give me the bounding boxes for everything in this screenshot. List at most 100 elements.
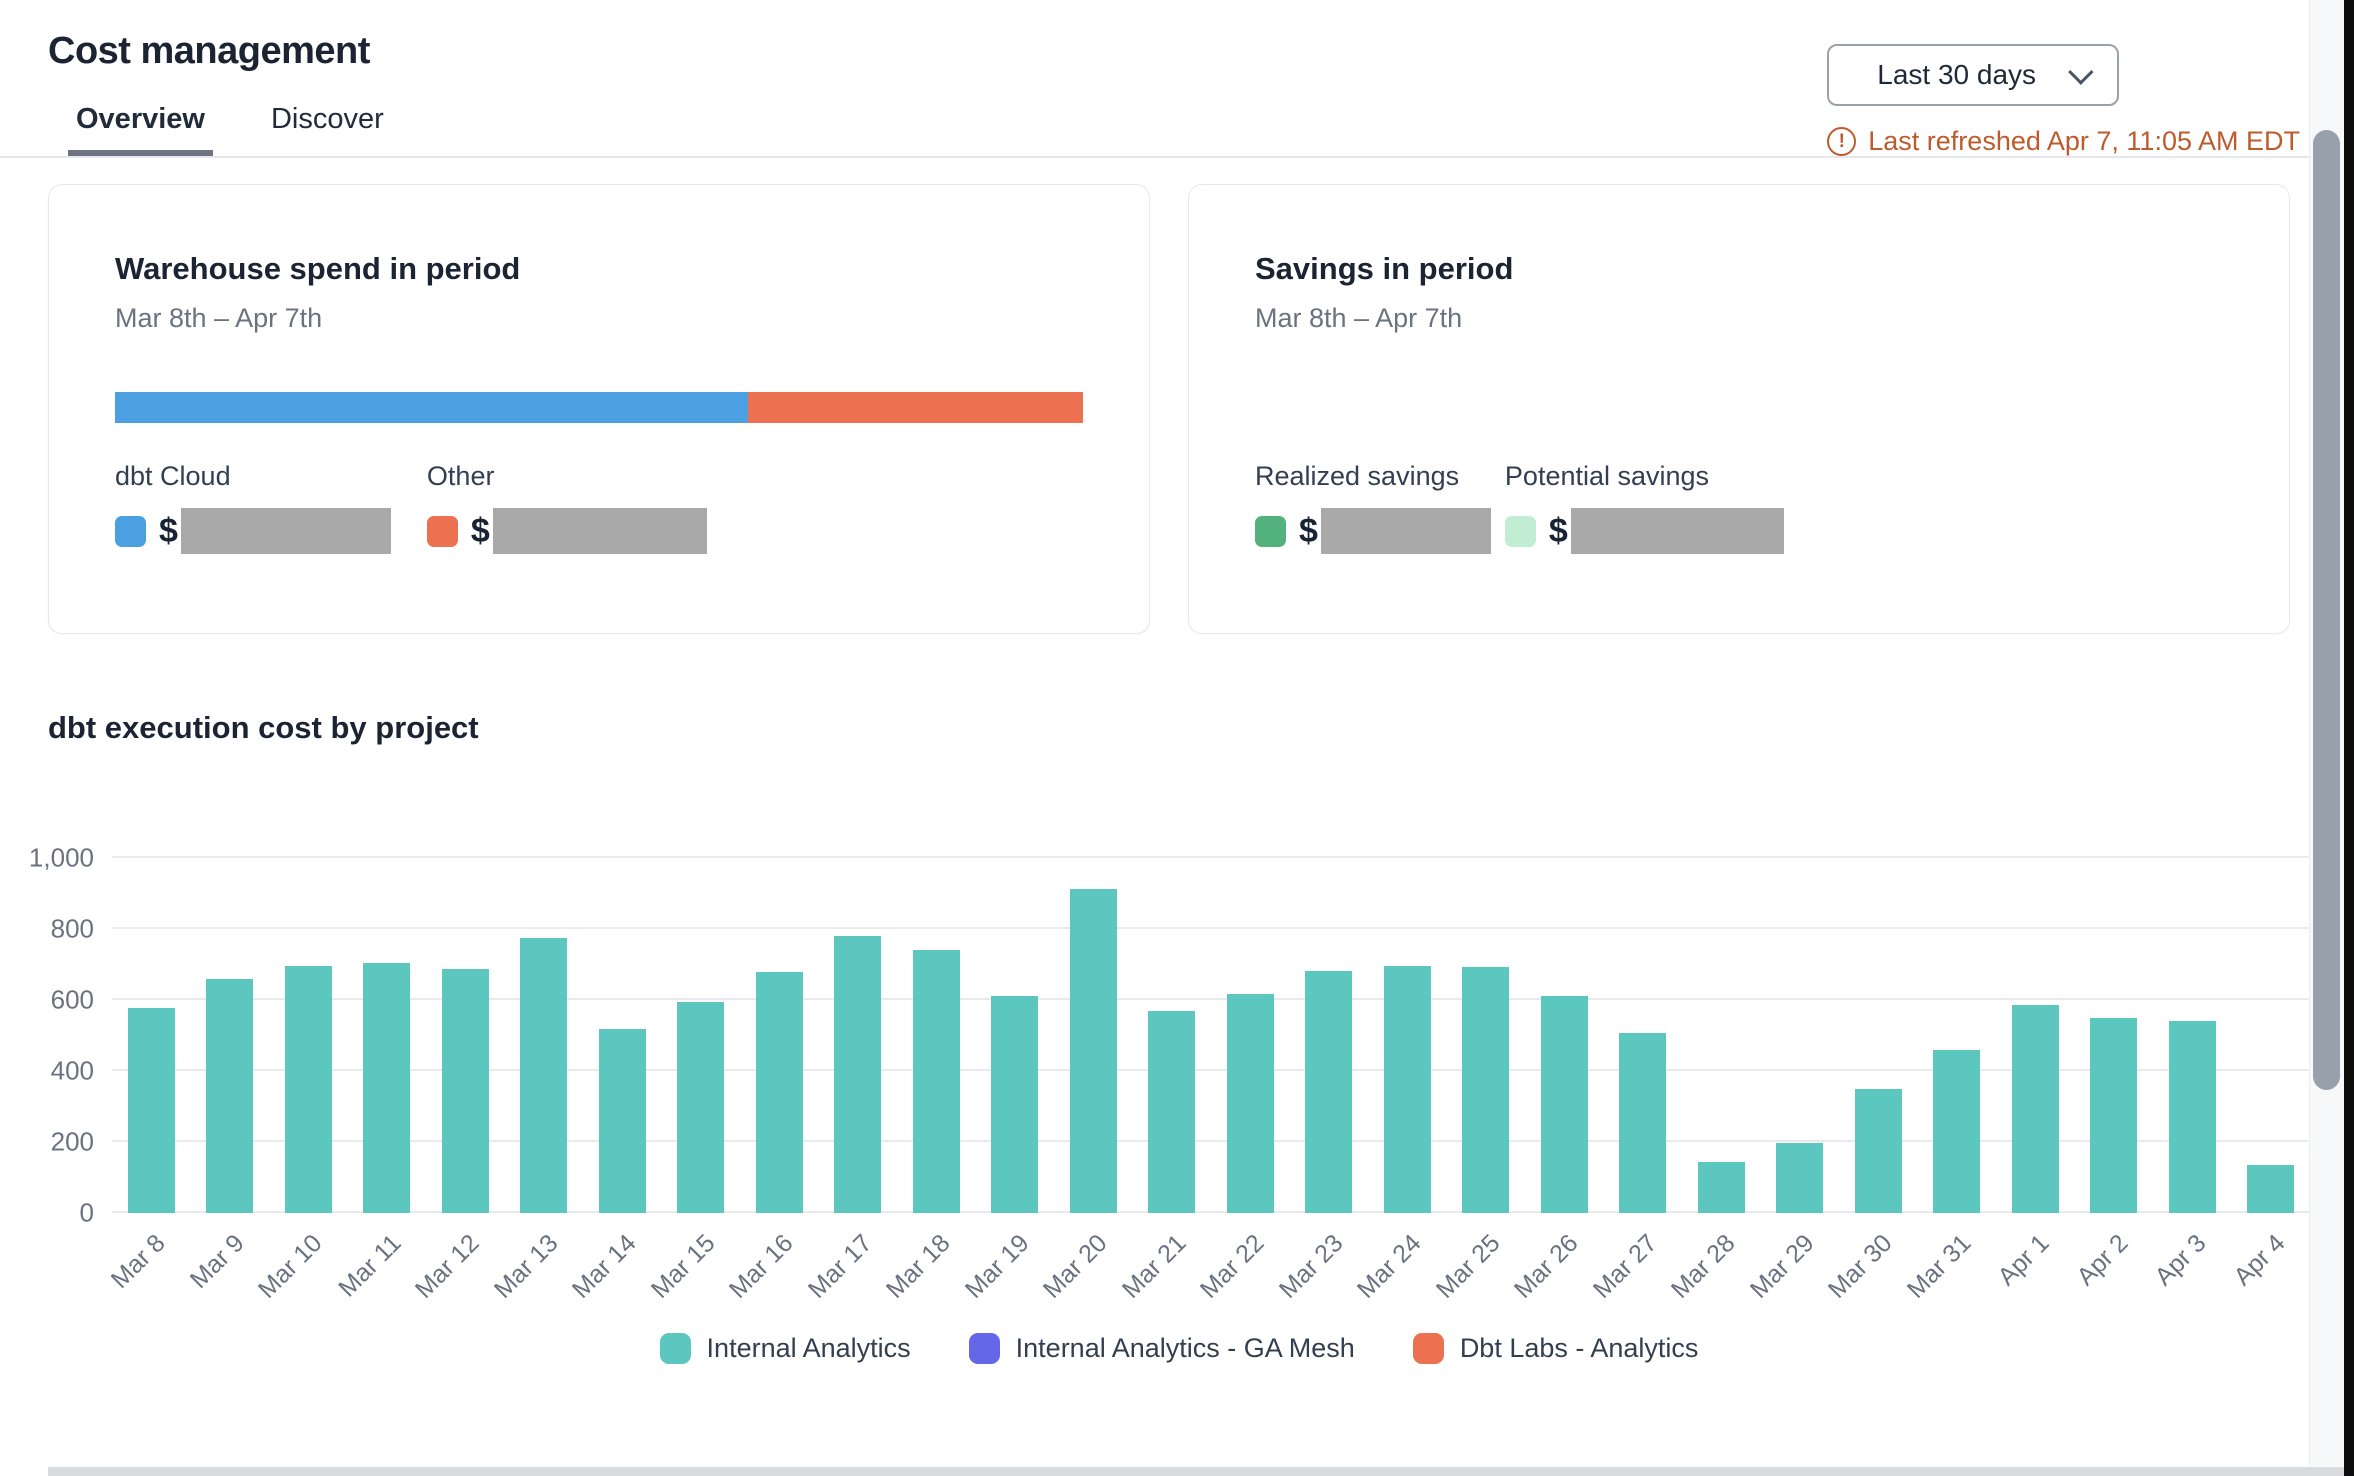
tab-discover[interactable]: Discover <box>271 103 384 156</box>
bar-mar-11[interactable] <box>363 963 411 1213</box>
bar-mar-28[interactable] <box>1697 1161 1745 1213</box>
legend-color-swatch <box>1412 1333 1444 1364</box>
bar-mar-16[interactable] <box>755 971 803 1213</box>
bar-mar-23[interactable] <box>1305 970 1353 1213</box>
bar-mar-21[interactable] <box>1148 1010 1196 1213</box>
y-axis-tick-label: 400 <box>50 1055 94 1086</box>
bar-slot <box>662 858 741 1213</box>
bar-mar-13[interactable] <box>520 938 568 1213</box>
legend-color-swatch <box>968 1333 1000 1364</box>
bar-apr-1[interactable] <box>2011 1004 2059 1213</box>
bar-slot <box>897 858 976 1213</box>
legend-item-internal-analytics[interactable]: Internal Analytics <box>659 1333 911 1364</box>
bar-slot <box>976 858 1055 1213</box>
bar-mar-12[interactable] <box>441 968 489 1213</box>
savings-legend: Realized savings $ Potential savings $ <box>1255 461 2223 554</box>
bar-mar-15[interactable] <box>677 1002 725 1213</box>
vertical-scrollbar-thumb[interactable] <box>2313 130 2340 1090</box>
redacted-value <box>492 508 707 554</box>
bar-mar-29[interactable] <box>1776 1143 1824 1213</box>
tab-overview-label: Overview <box>76 103 205 135</box>
money-group: dbt Cloud $ <box>115 461 391 554</box>
savings-card-subtitle: Mar 8th – Apr 7th <box>1255 303 1463 333</box>
bar-mar-19[interactable] <box>991 995 1039 1213</box>
legend-item-internal-analytics-ga-mesh[interactable]: Internal Analytics - GA Mesh <box>968 1333 1355 1364</box>
x-tick-slot: Mar 11 <box>333 1213 427 1317</box>
color-swatch <box>1255 515 1286 547</box>
bar-slot <box>112 858 191 1213</box>
page-header: Cost management Last 30 days ! Last refr… <box>0 0 2354 156</box>
bar-slot <box>1918 858 1997 1213</box>
bar-mar-22[interactable] <box>1226 993 1274 1213</box>
money-group: Other $ <box>426 461 707 554</box>
bar-slot <box>2153 858 2232 1213</box>
bar-slot <box>740 858 819 1213</box>
chart-legend: Internal Analytics Internal Analytics - G… <box>48 1333 2310 1364</box>
x-tick-label: Mar 9 <box>184 1229 250 1294</box>
page-title: Cost management <box>48 30 370 72</box>
bar-mar-8[interactable] <box>127 1007 175 1213</box>
bar-mar-24[interactable] <box>1383 965 1431 1213</box>
gridline <box>112 856 2310 858</box>
bar-mar-17[interactable] <box>834 936 882 1213</box>
bar-mar-18[interactable] <box>912 949 960 1213</box>
tab-overview[interactable]: Overview <box>68 103 213 156</box>
currency-symbol: $ <box>470 511 490 550</box>
y-axis-tick-label: 800 <box>50 913 94 944</box>
bar-mar-20[interactable] <box>1069 888 1117 1213</box>
bar-apr-3[interactable] <box>2168 1020 2216 1213</box>
redacted-value <box>180 508 391 554</box>
last-refreshed-status: ! Last refreshed Apr 7, 11:05 AM EDT <box>1827 126 2300 157</box>
tab-bar: Overview Discover <box>0 103 2354 156</box>
gridline <box>112 998 2310 1000</box>
y-axis-tick-label: 600 <box>50 984 94 1015</box>
bar-mar-14[interactable] <box>598 1029 646 1213</box>
bar-mar-27[interactable] <box>1619 1032 1667 1213</box>
x-tick-slot: Mar 24 <box>1352 1213 1447 1317</box>
bar-slot <box>2232 858 2311 1213</box>
window-right-edge <box>2344 0 2354 1476</box>
bar-slot <box>2075 858 2154 1213</box>
bar-slot <box>1054 858 1133 1213</box>
legend-item-dbt-labs-analytics[interactable]: Dbt Labs - Analytics <box>1412 1333 1698 1364</box>
warehouse-spend-card: Warehouse spend in period Mar 8th – Apr … <box>48 184 1150 634</box>
bar-mar-25[interactable] <box>1462 966 1510 1213</box>
x-tick-slot: Apr 2 <box>2071 1213 2154 1317</box>
x-tick-slot: Apr 4 <box>2228 1213 2311 1317</box>
y-axis-tick-label: 200 <box>50 1126 94 1157</box>
bar-slot <box>1525 858 1604 1213</box>
bar-slot <box>1447 858 1526 1213</box>
horizontal-scrollbar-track[interactable] <box>48 1467 2344 1476</box>
money-group-value: $ <box>1504 508 1784 554</box>
x-tick-label: Apr 2 <box>2071 1229 2134 1292</box>
bar-mar-31[interactable] <box>1933 1049 1981 1213</box>
chart-plot-area: 0 200 400 600 800 1,000 <box>29 843 2310 1228</box>
x-tick-label: Apr 1 <box>1992 1229 2056 1292</box>
x-tick-slot: Mar 28 <box>1666 1213 1761 1317</box>
bar-mar-10[interactable] <box>284 965 332 1213</box>
x-tick-slot: Mar 10 <box>253 1213 348 1317</box>
x-tick-slot: Mar 15 <box>646 1213 741 1317</box>
date-range-selector[interactable]: Last 30 days <box>1827 44 2120 106</box>
x-tick-slot: Mar 20 <box>1038 1213 1133 1317</box>
money-group-label: dbt Cloud <box>115 461 231 491</box>
bar-mar-9[interactable] <box>206 979 254 1213</box>
x-tick-slot: Mar 31 <box>1902 1213 1997 1317</box>
bar-apr-2[interactable] <box>2090 1018 2138 1213</box>
active-tab-underline <box>68 150 213 156</box>
bar-slot <box>819 858 898 1213</box>
x-tick-slot: Apr 1 <box>1992 1213 2075 1317</box>
vertical-scrollbar-track[interactable] <box>2309 0 2344 1476</box>
bar-mar-30[interactable] <box>1854 1089 1902 1213</box>
bar-apr-4[interactable] <box>2247 1165 2295 1213</box>
bar-slot <box>348 858 427 1213</box>
currency-symbol: $ <box>1548 511 1568 550</box>
x-tick-label: Apr 3 <box>2149 1229 2213 1292</box>
gridline <box>112 1069 2310 1071</box>
bar-mar-26[interactable] <box>1540 996 1588 1213</box>
x-tick-slot: Mar 29 <box>1745 1213 1840 1317</box>
bar-slot <box>1839 858 1918 1213</box>
bar-series <box>112 858 2310 1213</box>
x-tick-slot: Apr 3 <box>2149 1213 2232 1317</box>
